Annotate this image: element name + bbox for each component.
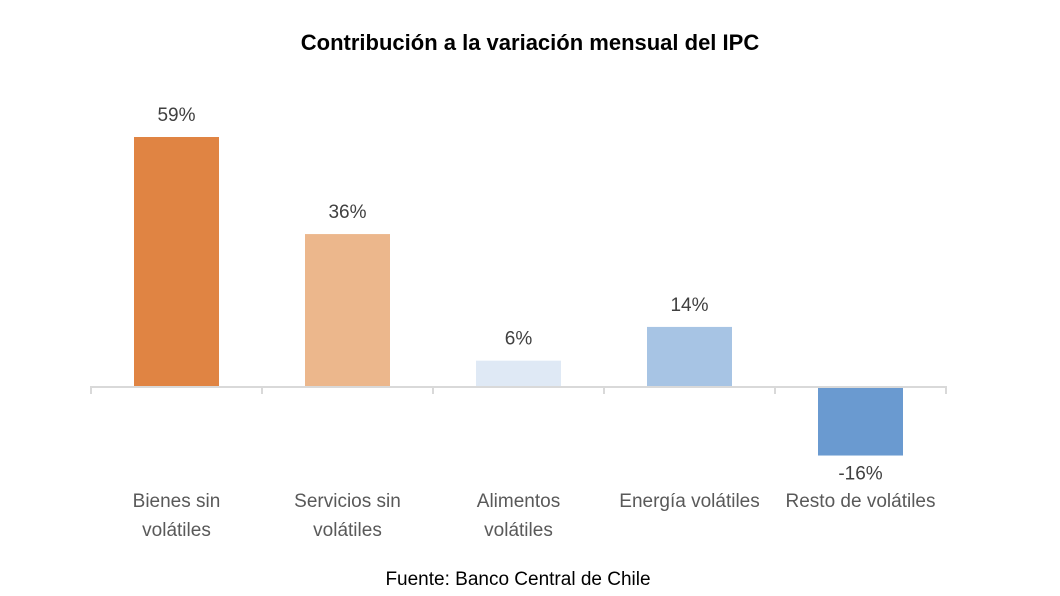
category-label: Energía volátiles bbox=[619, 491, 759, 512]
data-label: 59% bbox=[157, 105, 195, 126]
data-label: 6% bbox=[505, 329, 533, 350]
data-label: 14% bbox=[670, 295, 708, 316]
data-labels-group: 59% 36% 6% 14% -16% bbox=[157, 105, 882, 485]
bar bbox=[818, 388, 903, 456]
source-note: Fuente: Banco Central de Chile bbox=[385, 569, 650, 590]
bar bbox=[305, 234, 390, 386]
bar bbox=[647, 326, 732, 386]
category-label: volátiles bbox=[142, 520, 211, 541]
category-label: volátiles bbox=[313, 520, 382, 541]
bars-group bbox=[134, 137, 903, 456]
category-label: Bienes sin bbox=[133, 491, 221, 512]
category-labels-group: Bienes sin volátiles Servicios sin volátile… bbox=[133, 491, 936, 541]
x-axis bbox=[90, 386, 947, 394]
category-label: Resto de volátiles bbox=[786, 491, 936, 512]
bar bbox=[134, 137, 219, 386]
bar bbox=[476, 360, 561, 386]
category-label: volátiles bbox=[484, 520, 553, 541]
category-label: Alimentos bbox=[477, 491, 560, 512]
data-label: -16% bbox=[838, 464, 882, 485]
chart-title: Contribución a la variación mensual del … bbox=[301, 30, 760, 55]
data-label: 36% bbox=[328, 202, 366, 223]
category-label: Servicios sin bbox=[294, 491, 401, 512]
